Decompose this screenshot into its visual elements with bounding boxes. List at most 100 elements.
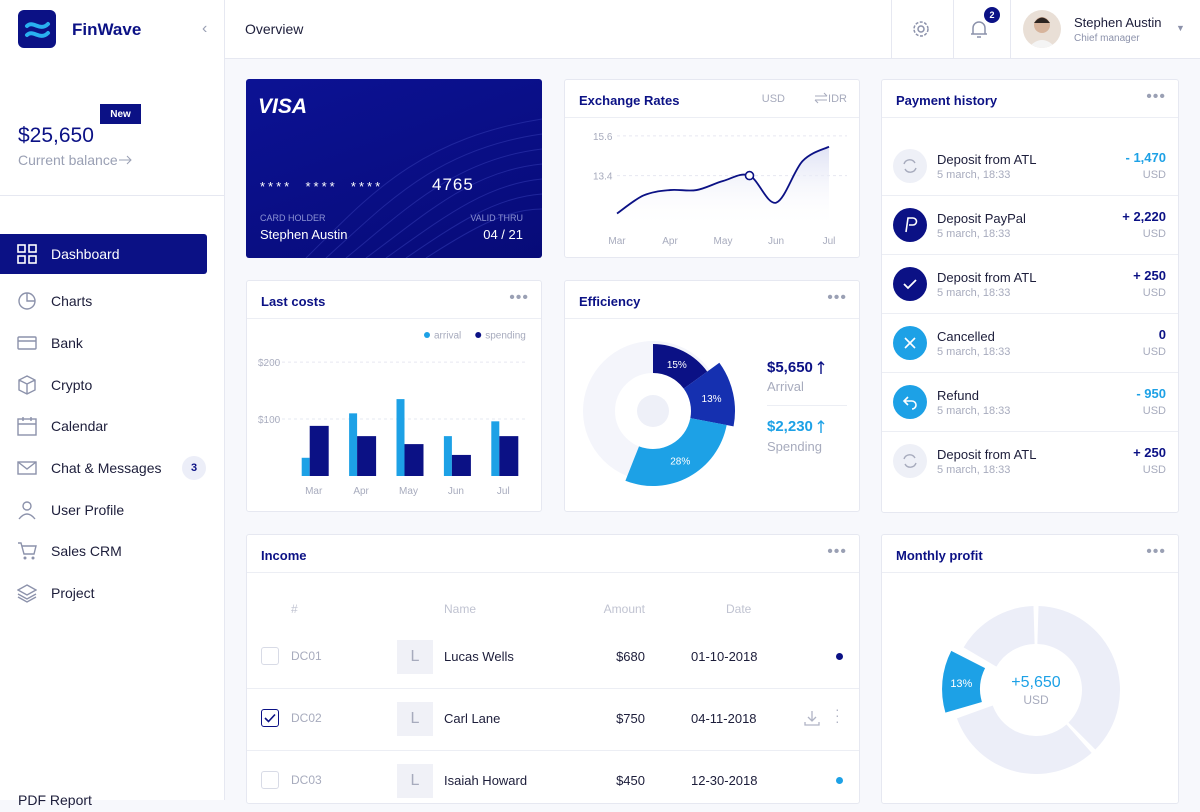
payment-row[interactable]: Cancelled 5 march, 18:33 0 USD <box>882 314 1178 373</box>
profit-card: Monthly profit ••• <box>881 534 1179 804</box>
income-card: Income ••• # Name Amount Date DC01 L Lucas… <box>246 534 860 804</box>
row-name: Lucas Wells <box>444 649 514 664</box>
payment-row[interactable]: Deposit from ATL 5 march, 18:33 - 1,470 USD <box>882 137 1178 196</box>
row-date: 01-10-2018 <box>691 649 758 664</box>
nav-label: Sales CRM <box>51 543 122 559</box>
checkbox[interactable] <box>261 709 279 727</box>
nav-item[interactable]: User Profile <box>0 490 207 530</box>
more-menu[interactable]: ••• <box>1146 543 1166 560</box>
nav-badge: 3 <box>182 456 206 480</box>
avatar[interactable] <box>1023 10 1061 48</box>
nav-item[interactable]: Project <box>0 573 207 613</box>
row-name: Isaiah Howard <box>444 773 528 788</box>
nav-label: Charts <box>51 293 93 309</box>
nav-label: Bank <box>51 335 83 351</box>
payment-row[interactable]: Refund 5 march, 18:33 - 950 USD <box>882 373 1178 432</box>
sidebar <box>0 58 224 800</box>
nav-item[interactable]: Calendar <box>0 406 207 446</box>
header <box>0 0 1200 59</box>
swap-icon[interactable] <box>814 92 828 104</box>
card-title: Exchange Rates <box>579 93 680 108</box>
income-row[interactable]: DC03 L Isaiah Howard $450 12-30-2018 <box>247 750 859 812</box>
payment-title: Cancelled <box>937 329 995 344</box>
more-menu[interactable]: ••• <box>509 289 529 306</box>
balance-amount: $25,650 <box>18 124 94 147</box>
user-menu[interactable]: ▼ <box>1176 23 1185 33</box>
column-header: Date <box>726 602 752 616</box>
row-date: 04-11-2018 <box>691 711 757 726</box>
more-menu[interactable]: ••• <box>827 289 847 306</box>
icon <box>18 292 36 310</box>
collapse[interactable]: ‹ <box>202 20 208 37</box>
card-brand: VISA <box>258 95 308 118</box>
more-menu[interactable]: ••• <box>827 543 847 560</box>
footer-link[interactable]: PDF Report <box>18 792 92 808</box>
row-id: DC03 <box>291 773 322 787</box>
holder-name: Stephen Austin <box>260 227 348 242</box>
last-costs-card: Last costs ••• <box>246 280 542 512</box>
divider <box>891 0 892 58</box>
refund-icon <box>902 396 917 410</box>
payment-amount: + 2,220 <box>1122 209 1166 224</box>
row-id: DC01 <box>291 649 322 663</box>
check-mark <box>264 713 276 723</box>
payment-date: 5 march, 18:33 <box>937 287 1011 299</box>
icon <box>893 208 927 242</box>
card-divider <box>882 117 1178 118</box>
page-title: Overview <box>245 21 304 37</box>
valid-label: VALID THRU <box>470 213 523 223</box>
icon <box>893 444 927 478</box>
card-divider <box>247 572 859 573</box>
checkbox[interactable] <box>261 647 279 665</box>
refresh-icon <box>903 159 917 173</box>
efficiency-card: Efficiency ••• $5,650 Arrival $2,230 Spe… <box>564 280 860 512</box>
nav-item[interactable]: Dashboard <box>0 234 207 274</box>
settings[interactable] <box>910 18 932 40</box>
balance-label: Current balance <box>18 152 118 168</box>
card-divider <box>247 318 541 319</box>
payment-date: 5 march, 18:33 <box>937 169 1011 181</box>
payment-row[interactable]: Deposit PayPal 5 march, 18:33 + 2,220 USD <box>882 196 1178 255</box>
nav-item[interactable]: Bank <box>0 323 207 363</box>
icon <box>17 244 37 264</box>
payment-amount: - 950 <box>1136 386 1166 401</box>
card-mask: **** **** **** <box>260 179 384 194</box>
column-header: Amount <box>603 602 645 616</box>
income-row[interactable]: DC02 L Carl Lane $750 04-11-2018 · · · <box>247 688 859 751</box>
icon <box>17 461 37 475</box>
card-waves <box>305 118 542 258</box>
download[interactable] <box>803 709 821 727</box>
notifications[interactable] <box>968 18 990 40</box>
checkbox[interactable] <box>261 771 279 789</box>
row-avatar: L <box>397 702 433 736</box>
user-name: Stephen Austin <box>1074 15 1162 30</box>
card-title: Monthly profit <box>896 548 983 563</box>
up-arrow <box>817 361 825 374</box>
stat-amount: $2,230 <box>767 418 813 435</box>
payment-row[interactable]: Deposit from ATL 5 march, 18:33 + 250 USD <box>882 255 1178 314</box>
check-icon <box>903 279 917 290</box>
more-menu[interactable]: ••• <box>1146 88 1166 105</box>
payment-currency: USD <box>1142 405 1166 417</box>
payment-card: Payment history ••• Deposit from ATL 5 ma… <box>881 79 1179 513</box>
logo-icon <box>25 22 50 38</box>
payment-title: Deposit from ATL <box>937 447 1037 462</box>
icon <box>893 326 927 360</box>
row-menu[interactable]: · · · <box>835 701 840 729</box>
payment-date: 5 march, 18:33 <box>937 405 1011 417</box>
nav-label: Dashboard <box>51 246 120 262</box>
currency-from: USD <box>761 93 785 105</box>
payment-amount: 0 <box>1158 327 1166 342</box>
nav-item[interactable]: Charts <box>0 281 207 321</box>
nav-item[interactable]: Crypto <box>0 365 207 405</box>
icon <box>893 149 927 183</box>
nav-item[interactable]: Chat & Messages 3 <box>0 448 207 488</box>
row-amount: $750 <box>616 711 645 726</box>
row-avatar: L <box>397 764 433 798</box>
payment-row[interactable]: Deposit from ATL 5 march, 18:33 + 250 USD <box>882 432 1178 490</box>
income-row[interactable]: DC01 L Lucas Wells $680 01-10-2018 <box>247 626 859 689</box>
credit-card: VISA **** **** **** 4765 CARD HOLDER Ste… <box>246 79 542 258</box>
nav-item[interactable]: Sales CRM <box>0 531 207 571</box>
nav-label: User Profile <box>51 502 125 518</box>
